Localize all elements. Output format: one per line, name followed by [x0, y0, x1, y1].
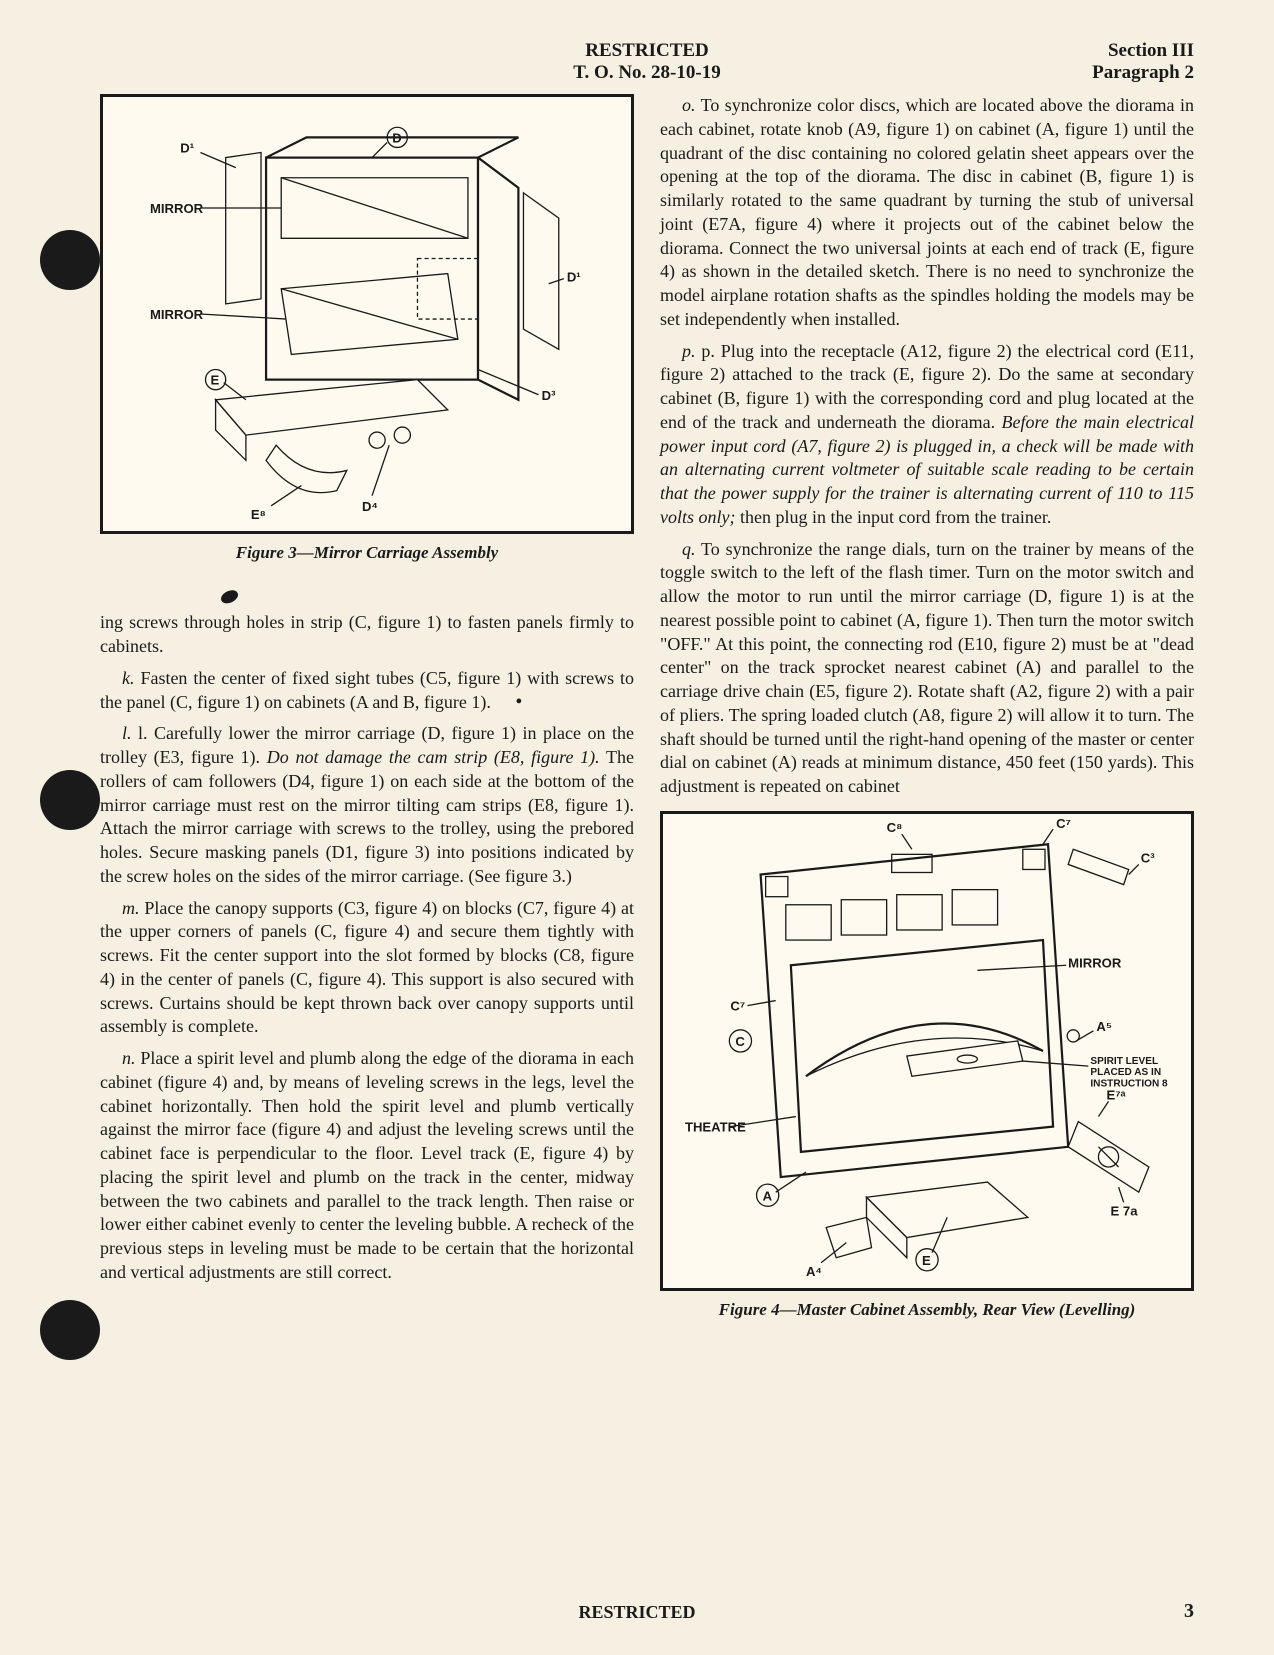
- figure-4-diagram: C⁸ C⁷ C³ C⁷ C THEATRE A A⁴ E MIRROR A⁵ E…: [663, 814, 1191, 1288]
- fig3-label-D4: D⁴: [362, 499, 378, 514]
- fig3-label-D1a: D¹: [180, 141, 194, 156]
- para-l-2: The rollers of cam followers (D4, figure…: [100, 747, 634, 886]
- figure-4-box: C⁸ C⁷ C³ C⁷ C THEATRE A A⁴ E MIRROR A⁵ E…: [660, 811, 1194, 1291]
- fig4-label-E: E: [922, 1253, 931, 1268]
- para-p-2: then plug in the input cord from the tra…: [740, 507, 1051, 527]
- para-m-body: Place the canopy supports (C3, figure 4)…: [100, 898, 634, 1037]
- footer-restricted: RESTRICTED: [0, 1602, 1274, 1623]
- left-column: D¹ MIRROR MIRROR E D D¹ D³ D⁴ E⁸ Figure …: [100, 94, 634, 1339]
- figure-4-caption: Figure 4—Master Cabinet Assembly, Rear V…: [660, 1299, 1194, 1321]
- para-o: o. To synchronize color discs, which are…: [660, 94, 1194, 332]
- fig4-label-C8: C⁸: [887, 820, 903, 835]
- fig3-label-D: D: [392, 130, 401, 145]
- para-o-body: To synchronize color discs, which are lo…: [660, 95, 1194, 329]
- para-k-body: Fasten the center of fixed sight tubes (…: [100, 668, 634, 712]
- fig4-label-C7a: C⁷: [730, 998, 745, 1013]
- para-n-body: Place a spirit level and plumb along the…: [100, 1048, 634, 1282]
- header-to-no: T. O. No. 28-10-19: [300, 62, 994, 84]
- fig3-label-E8: E⁸: [251, 507, 266, 522]
- para-p: p. p. Plug into the receptacle (A12, fig…: [660, 340, 1194, 530]
- header-restricted: RESTRICTED: [300, 40, 994, 62]
- para-n: n. Place a spirit level and plumb along …: [100, 1047, 634, 1285]
- fig3-label-D3: D³: [542, 388, 556, 403]
- header-section: Section III: [994, 40, 1194, 62]
- fig4-label-C3: C³: [1141, 850, 1155, 865]
- para-k: k. Fasten the center of fixed sight tube…: [100, 667, 634, 715]
- fig4-label-theatre: THEATRE: [685, 1119, 746, 1134]
- fig4-label-E7a2: E 7a: [1111, 1203, 1139, 1218]
- page: RESTRICTED T. O. No. 28-10-19 Section II…: [0, 0, 1274, 1655]
- punch-hole: [40, 230, 100, 290]
- fig4-label-A5: A⁵: [1096, 1019, 1112, 1034]
- fig4-label-C: C: [735, 1034, 745, 1049]
- fig4-label-E7a: E⁷ᵃ: [1107, 1087, 1126, 1102]
- figure-3-diagram: D¹ MIRROR MIRROR E D D¹ D³ D⁴ E⁸: [103, 97, 631, 531]
- fig3-label-mirror1: MIRROR: [150, 201, 204, 216]
- fig4-label-mirror: MIRROR: [1068, 955, 1122, 970]
- para-m: m. Place the canopy supports (C3, figure…: [100, 897, 634, 1040]
- figure-3-caption: Figure 3—Mirror Carriage Assembly: [100, 542, 634, 564]
- para-k-letter: k.: [122, 668, 135, 688]
- para-l-ital: Do not damage the cam strip (E8, figure …: [267, 747, 600, 767]
- header-paragraph: Paragraph 2: [994, 62, 1194, 84]
- page-number: 3: [1184, 1600, 1194, 1623]
- punch-hole: [40, 1300, 100, 1360]
- fig4-label-A4: A⁴: [806, 1264, 822, 1279]
- fig3-label-E: E: [211, 373, 220, 388]
- right-column: o. To synchronize color discs, which are…: [660, 94, 1194, 1339]
- smudge-mark: ⬬: [215, 580, 244, 614]
- fig4-label-A: A: [763, 1188, 773, 1203]
- punch-hole: [40, 770, 100, 830]
- para-q: q. To synchronize the range dials, turn …: [660, 538, 1194, 799]
- para-cont: ing screws through holes in strip (C, fi…: [100, 611, 634, 659]
- para-q-body: To synchronize the range dials, turn on …: [660, 539, 1194, 797]
- para-l: l. l. Carefully lower the mirror carriag…: [100, 722, 634, 888]
- stray-dot: •: [495, 691, 522, 713]
- fig4-label-C7b: C⁷: [1056, 816, 1071, 831]
- fig4-label-spirit: SPIRIT LEVEL PLACED AS IN INSTRUCTION 8: [1090, 1056, 1168, 1089]
- fig3-label-D1b: D¹: [567, 270, 581, 285]
- page-header: RESTRICTED T. O. No. 28-10-19 Section II…: [100, 40, 1194, 84]
- figure-3-box: D¹ MIRROR MIRROR E D D¹ D³ D⁴ E⁸: [100, 94, 634, 534]
- fig3-label-mirror2: MIRROR: [150, 307, 204, 322]
- body-columns: D¹ MIRROR MIRROR E D D¹ D³ D⁴ E⁸ Figure …: [100, 94, 1194, 1339]
